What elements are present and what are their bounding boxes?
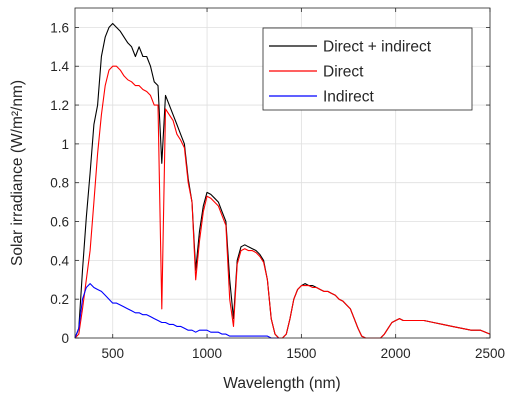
x-tick-label: 1000 xyxy=(192,346,222,361)
legend-label-direct: Direct xyxy=(323,64,364,81)
y-tick-label: 1.6 xyxy=(50,20,69,35)
y-tick-label: 0 xyxy=(61,331,69,346)
y-tick-label: 1.4 xyxy=(50,59,69,74)
y-tick-label: 0.6 xyxy=(50,215,69,230)
y-tick-label: 0.8 xyxy=(50,176,69,191)
x-tick-label: 500 xyxy=(101,346,124,361)
series-line-indirect xyxy=(74,283,279,339)
legend: Direct + indirect Direct Indirect xyxy=(262,27,473,111)
x-axis-title: Wavelength (nm) xyxy=(223,375,340,392)
series-layer xyxy=(74,22,491,339)
series-line-direct xyxy=(74,65,491,339)
y-axis-title: Solar irradiance (W/m²/nm) xyxy=(9,80,26,266)
y-tick-label: 1.2 xyxy=(50,98,69,113)
y-tick-label: 0.4 xyxy=(50,253,69,268)
axis-ticks: 500 1000 1500 2000 2500 0 0.2 0.4 0.6 0.8 1 1.2 1.4 1… xyxy=(50,8,505,361)
plot-frame xyxy=(74,7,491,339)
legend-label-indirect: Indirect xyxy=(323,89,375,106)
x-tick-label: 2500 xyxy=(475,346,505,361)
y-tick-label: 1 xyxy=(61,137,69,152)
y-tick-label: 0.2 xyxy=(50,292,69,307)
legend-label-direct-plus-indirect: Direct + indirect xyxy=(323,39,432,56)
x-tick-label: 2000 xyxy=(381,346,411,361)
x-tick-label: 1500 xyxy=(286,346,316,361)
